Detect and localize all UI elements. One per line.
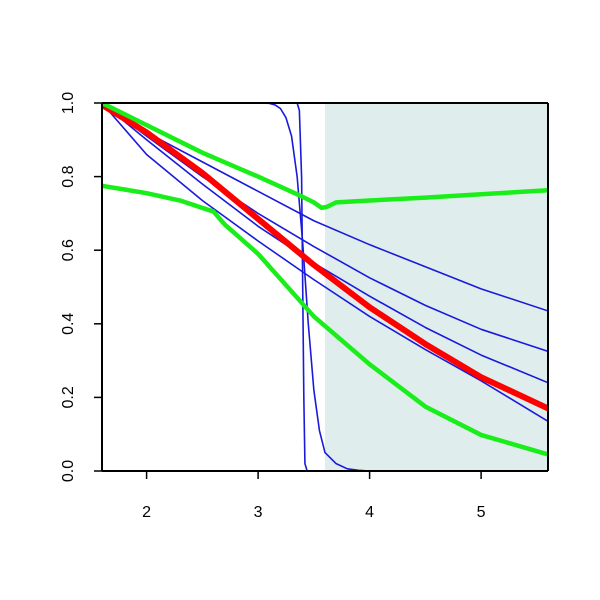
y-tick-label: 0.4: [60, 313, 77, 335]
series-line-7-red: [102, 103, 548, 412]
y-tick-label: 0.8: [60, 165, 77, 187]
series-line-8-green: [102, 103, 548, 211]
y-tick-label: 0.2: [60, 386, 77, 408]
x-tick-label: 2: [142, 504, 151, 521]
series-line-9-green: [102, 183, 548, 457]
x-tick-label: 4: [365, 504, 374, 521]
shaded-region: [325, 103, 548, 471]
plot-area: [102, 103, 548, 471]
x-tick-label: 3: [254, 504, 263, 521]
y-tick-label: 1.0: [60, 92, 77, 114]
x-tick-label: 5: [477, 504, 486, 521]
y-tick-label: 0.0: [60, 460, 77, 482]
series-line-6-blue: [102, 103, 548, 471]
series-line-4-blue: [102, 103, 548, 423]
axes: 2 3 4 5 0.0 0.2 0.4 0.6 0.8 1.0: [60, 92, 549, 521]
y-tick-label: 0.6: [60, 239, 77, 261]
